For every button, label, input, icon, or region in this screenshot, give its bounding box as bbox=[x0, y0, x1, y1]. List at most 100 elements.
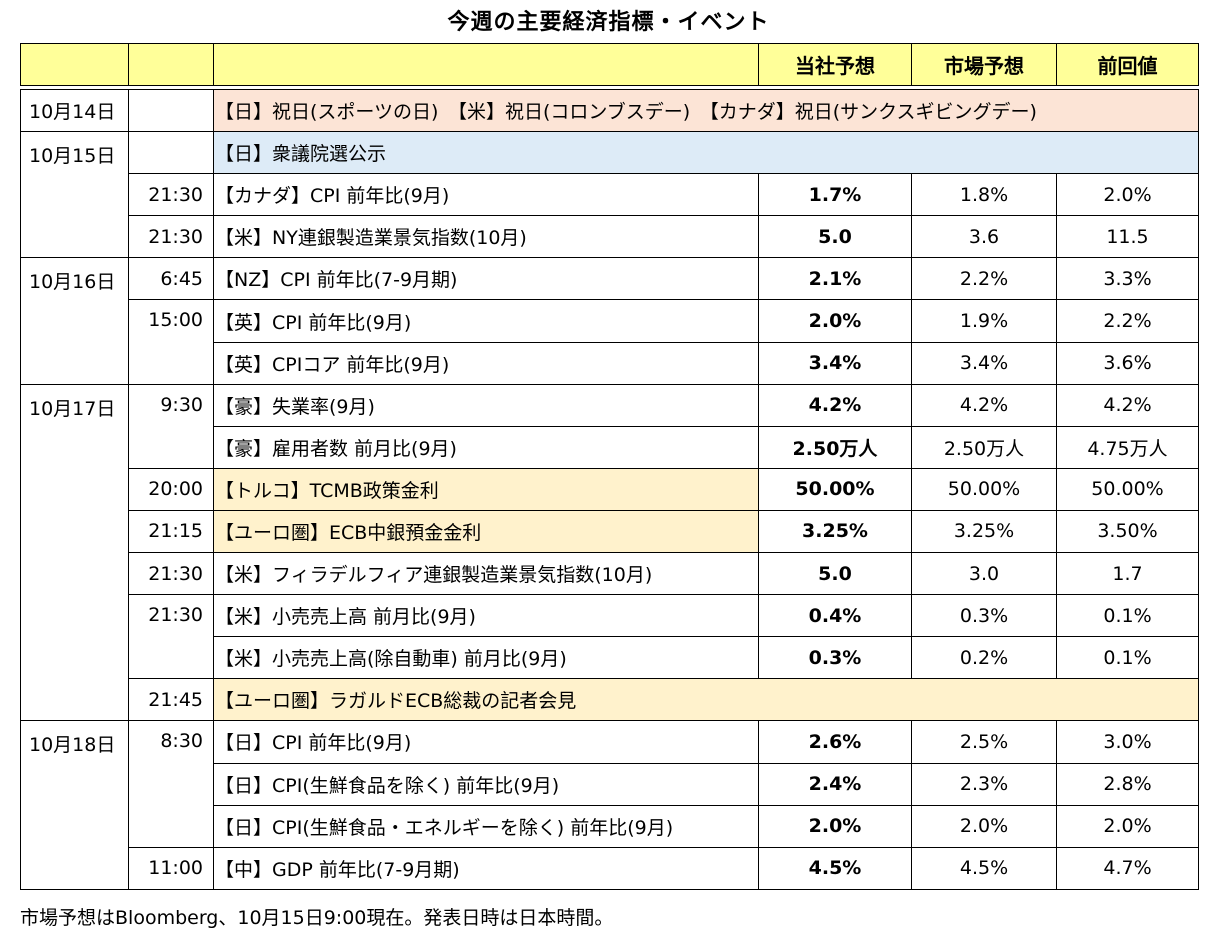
previous-cell: 1.7 bbox=[1056, 552, 1199, 596]
time-cell: 21:15 bbox=[128, 509, 214, 554]
market-forecast-cell: 4.5% bbox=[911, 846, 1057, 890]
date-cell: 10月15日 bbox=[20, 131, 129, 259]
own-forecast-cell: 50.00% bbox=[758, 467, 912, 511]
time-cell: 20:00 bbox=[128, 467, 214, 511]
header-time bbox=[128, 43, 214, 86]
table-row: 11:00 【中】GDP 前年比(7-9月期) 4.5% 4.5% 4.7% bbox=[21, 846, 1199, 890]
time-cell: 8:30 bbox=[128, 720, 214, 848]
own-forecast-cell: 5.0 bbox=[758, 552, 912, 596]
market-forecast-cell: 2.50万人 bbox=[911, 425, 1057, 469]
table-row: 21:45 【ユーロ圏】ラガルドECB総裁の記者会見 bbox=[21, 678, 1199, 722]
header-own-forecast: 当社予想 bbox=[758, 43, 912, 86]
table-row: 【英】CPIコア 前年比(9月) 3.4% 3.4% 3.6% bbox=[21, 341, 1199, 385]
event-cell: 【日】CPI(生鮮食品を除く) 前年比(9月) bbox=[213, 762, 759, 806]
table-row: 20:00 【トルコ】TCMB政策金利 50.00% 50.00% 50.00% bbox=[21, 467, 1199, 511]
time-cell: 21:30 bbox=[128, 594, 214, 680]
own-forecast-cell: 4.2% bbox=[758, 383, 912, 427]
own-forecast-cell: 2.50万人 bbox=[758, 425, 912, 469]
previous-cell: 2.0% bbox=[1056, 173, 1199, 217]
table-row: 21:30 【米】フィラデルフィア連銀製造業景気指数(10月) 5.0 3.0 … bbox=[21, 552, 1199, 596]
header-date bbox=[20, 43, 129, 86]
header-event bbox=[213, 43, 759, 86]
table-row: 10月17日 9:30 【豪】失業率(9月) 4.2% 4.2% 4.2% bbox=[20, 383, 1199, 722]
previous-cell: 11.5 bbox=[1056, 215, 1199, 259]
event-cell: 【英】CPI 前年比(9月) bbox=[213, 299, 759, 343]
date-cell: 10月18日 bbox=[20, 720, 129, 890]
previous-cell: 4.2% bbox=[1056, 383, 1199, 427]
event-cell: 【米】小売売上高(除自動車) 前月比(9月) bbox=[213, 636, 759, 680]
own-forecast-cell: 4.5% bbox=[758, 846, 912, 890]
previous-cell: 2.8% bbox=[1056, 762, 1199, 806]
market-forecast-cell: 1.9% bbox=[911, 299, 1057, 343]
own-forecast-cell: 5.0 bbox=[758, 215, 912, 259]
event-cell: 【豪】雇用者数 前月比(9月) bbox=[213, 425, 759, 469]
own-forecast-cell: 2.0% bbox=[758, 299, 912, 343]
own-forecast-cell: 2.0% bbox=[758, 804, 912, 848]
previous-cell: 3.6% bbox=[1056, 341, 1199, 385]
table-row: 【日】CPI(生鮮食品を除く) 前年比(9月) 2.4% 2.3% 2.8% bbox=[21, 762, 1199, 806]
date-cell: 10月14日 bbox=[20, 88, 129, 133]
previous-cell: 3.3% bbox=[1056, 257, 1199, 301]
previous-cell: 4.7% bbox=[1056, 846, 1199, 890]
own-forecast-cell: 3.25% bbox=[758, 509, 912, 554]
previous-cell: 50.00% bbox=[1056, 467, 1199, 511]
time-cell: 21:45 bbox=[128, 678, 214, 722]
event-cell: 【ユーロ圏】ラガルドECB総裁の記者会見 bbox=[213, 678, 1199, 722]
table-row: 21:15 【ユーロ圏】ECB中銀預金金利 3.25% 3.25% 3.50% bbox=[21, 509, 1199, 554]
previous-cell: 0.1% bbox=[1056, 594, 1199, 638]
market-forecast-cell: 3.0 bbox=[911, 552, 1057, 596]
market-forecast-cell: 1.8% bbox=[911, 173, 1057, 217]
time-cell: 9:30 bbox=[128, 383, 214, 469]
header-market-forecast: 市場予想 bbox=[911, 43, 1057, 86]
event-cell: 【日】衆議院選公示 bbox=[213, 131, 1199, 175]
table-row: 10月15日 【日】衆議院選公示 bbox=[20, 131, 1199, 259]
previous-cell: 2.2% bbox=[1056, 299, 1199, 343]
event-cell: 【米】小売売上高 前月比(9月) bbox=[213, 594, 759, 638]
market-forecast-cell: 2.0% bbox=[911, 804, 1057, 848]
table-row: 10月16日 6:45 【NZ】CPI 前年比(7-9月期) 2.1% 2.2%… bbox=[20, 257, 1199, 385]
time-cell bbox=[128, 88, 214, 133]
table-row: 15:00 【英】CPI 前年比(9月) 2.0% 1.9% 2.2% bbox=[21, 299, 1199, 385]
time-cell: 11:00 bbox=[128, 846, 214, 890]
time-cell: 21:30 bbox=[128, 173, 214, 217]
table-row: 21:30 【カナダ】CPI 前年比(9月) 1.7% 1.8% 2.0% bbox=[21, 173, 1199, 217]
event-cell: 【日】祝日(スポーツの日) 【米】祝日(コロンブスデー) 【カナダ】祝日(サンク… bbox=[213, 88, 1199, 133]
table-header-row: 当社予想 市場予想 前回値 bbox=[20, 43, 1199, 86]
table-row: 10月18日 8:30 【日】CPI 前年比(9月) 2.6% 2.5% 3.0… bbox=[20, 720, 1199, 890]
date-cell: 10月16日 bbox=[20, 257, 129, 385]
header-previous: 前回値 bbox=[1056, 43, 1199, 86]
own-forecast-cell: 2.4% bbox=[758, 762, 912, 806]
footnote: 市場予想はBloomberg、10月15日9:00現在。発表日時は日本時間。 bbox=[20, 907, 614, 929]
event-cell: 【日】CPI 前年比(9月) bbox=[213, 720, 759, 764]
market-forecast-cell: 3.4% bbox=[911, 341, 1057, 385]
table-row: 【豪】雇用者数 前月比(9月) 2.50万人 2.50万人 4.75万人 bbox=[21, 425, 1199, 469]
event-cell: 【日】CPI(生鮮食品・エネルギーを除く) 前年比(9月) bbox=[213, 804, 759, 848]
event-cell: 【ユーロ圏】ECB中銀預金金利 bbox=[213, 509, 759, 554]
market-forecast-cell: 0.2% bbox=[911, 636, 1057, 680]
table-row: 【日】CPI(生鮮食品・エネルギーを除く) 前年比(9月) 2.0% 2.0% … bbox=[21, 804, 1199, 848]
market-forecast-cell: 2.5% bbox=[911, 720, 1057, 764]
previous-cell: 4.75万人 bbox=[1056, 425, 1199, 469]
own-forecast-cell: 2.1% bbox=[758, 257, 912, 301]
time-cell bbox=[128, 131, 214, 175]
time-cell: 15:00 bbox=[128, 299, 214, 385]
economic-calendar-table: 当社予想 市場予想 前回値 10月14日 【日】祝日(スポーツの日) 【米】祝日… bbox=[20, 43, 1199, 890]
market-forecast-cell: 3.25% bbox=[911, 509, 1057, 554]
market-forecast-cell: 2.2% bbox=[911, 257, 1057, 301]
own-forecast-cell: 0.4% bbox=[758, 594, 912, 638]
market-forecast-cell: 0.3% bbox=[911, 594, 1057, 638]
own-forecast-cell: 1.7% bbox=[758, 173, 912, 217]
event-cell: 【米】フィラデルフィア連銀製造業景気指数(10月) bbox=[213, 552, 759, 596]
event-cell: 【カナダ】CPI 前年比(9月) bbox=[213, 173, 759, 217]
event-cell: 【米】NY連銀製造業景気指数(10月) bbox=[213, 215, 759, 259]
event-cell: 【英】CPIコア 前年比(9月) bbox=[213, 341, 759, 385]
own-forecast-cell: 2.6% bbox=[758, 720, 912, 764]
market-forecast-cell: 3.6 bbox=[911, 215, 1057, 259]
table-row: 21:30 【米】NY連銀製造業景気指数(10月) 5.0 3.6 11.5 bbox=[21, 215, 1199, 259]
own-forecast-cell: 3.4% bbox=[758, 341, 912, 385]
event-cell: 【NZ】CPI 前年比(7-9月期) bbox=[213, 257, 759, 301]
time-cell: 21:30 bbox=[128, 215, 214, 259]
time-cell: 6:45 bbox=[128, 257, 214, 301]
previous-cell: 3.0% bbox=[1056, 720, 1199, 764]
event-cell: 【トルコ】TCMB政策金利 bbox=[213, 467, 759, 511]
